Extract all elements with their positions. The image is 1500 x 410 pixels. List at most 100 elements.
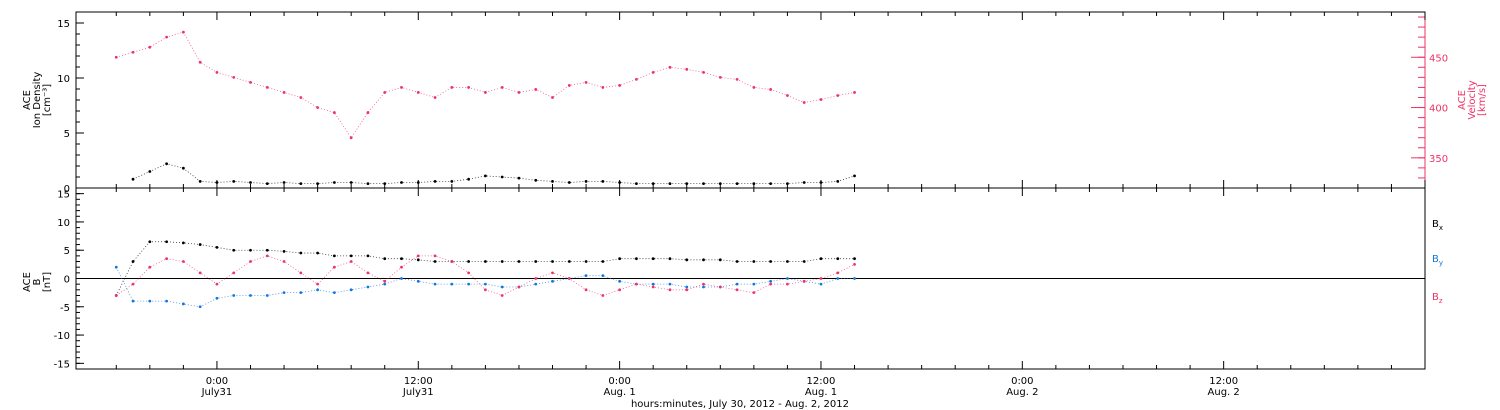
x-tick-label-day: Aug. 2	[1006, 387, 1038, 398]
bz-point	[685, 288, 689, 292]
velocity-point	[400, 86, 403, 89]
bx-point	[232, 248, 236, 252]
density-series	[131, 162, 856, 186]
bx-point	[618, 257, 622, 261]
density-point	[702, 182, 705, 186]
by-point	[534, 282, 538, 286]
by-point	[249, 294, 252, 297]
x-tick-label-time: 0:00	[608, 376, 630, 387]
velocity-point	[483, 91, 487, 94]
bx-point	[467, 260, 471, 263]
density-point	[400, 181, 403, 184]
by-point	[584, 274, 588, 278]
velocity-point	[668, 65, 672, 69]
velocity-point	[618, 84, 622, 87]
density-point	[735, 182, 739, 186]
legend-bz-sub: z	[1439, 297, 1443, 305]
bz-point	[433, 254, 437, 258]
bz-trace	[116, 255, 855, 296]
bx-point	[299, 251, 303, 255]
bx-point	[702, 258, 705, 262]
x-tick-label-day: July31	[402, 387, 434, 398]
x-tick-label-time: 12:00	[1209, 376, 1238, 387]
velocity-point	[265, 86, 269, 89]
top-ylabel-right: ACE Velocity [km/s]	[1457, 80, 1488, 119]
bx-series	[114, 240, 856, 297]
velocity-series	[114, 30, 856, 140]
x-tick-label-time: 12:00	[807, 376, 836, 387]
top-ylabel-left-line3: [cm⁻³]	[42, 84, 53, 116]
density-point	[534, 178, 538, 182]
density-point	[316, 182, 320, 186]
legend-bx: Bx	[1432, 219, 1443, 232]
by-point	[332, 291, 336, 295]
by-point	[165, 299, 169, 303]
bz-point	[702, 282, 705, 286]
bottom-panel: -15 -10 -5 0 5 10 15	[54, 187, 1426, 370]
by-point	[685, 285, 689, 289]
bz-point	[316, 282, 320, 286]
density-point	[383, 182, 387, 186]
velocity-point	[249, 81, 252, 84]
velocity-point	[635, 77, 638, 81]
legend-bx-label: B	[1432, 219, 1439, 230]
top-ylabel-right-line2: Velocity	[1467, 80, 1478, 119]
bx-point	[265, 248, 269, 252]
bx-point	[383, 257, 387, 261]
top-right-tick-label: 450	[1429, 53, 1448, 64]
legend-by: By	[1432, 254, 1443, 267]
top-ylabel-right-line3: [km/s]	[1477, 84, 1488, 116]
x-tick-label-day: Aug. 1	[604, 387, 636, 398]
bz-point	[752, 291, 756, 295]
by-point	[601, 274, 605, 278]
bottom-ylabel-left: ACE B [nT]	[22, 272, 53, 292]
velocity-point	[232, 75, 236, 79]
velocity-point	[702, 70, 705, 74]
by-point	[299, 291, 303, 295]
velocity-point	[819, 98, 823, 101]
bz-point	[836, 271, 840, 275]
bx-point	[400, 257, 403, 261]
bz-point	[769, 282, 773, 286]
bx-point	[802, 260, 806, 263]
bz-point	[181, 260, 185, 263]
by-point	[131, 299, 135, 303]
velocity-point	[517, 91, 521, 94]
by-point	[786, 277, 789, 280]
top-right-tick-label: 400	[1429, 104, 1448, 115]
velocity-point	[332, 111, 336, 114]
by-point	[181, 302, 185, 306]
velocity-point	[836, 94, 840, 97]
by-point	[400, 277, 403, 280]
by-point	[215, 296, 219, 300]
bx-point	[165, 240, 169, 244]
density-point	[349, 181, 353, 184]
bottom-left-tick-label: 0	[64, 275, 70, 286]
velocity-trace	[116, 31, 855, 139]
density-trace	[132, 163, 855, 185]
bottom-ylabel-left-line3: [nT]	[42, 272, 53, 292]
by-point	[483, 282, 487, 286]
bx-point	[551, 260, 554, 263]
by-point	[735, 282, 739, 286]
bottom-ylabel-left-line1: ACE	[22, 272, 33, 292]
by-point	[853, 277, 856, 280]
velocity-point	[131, 50, 135, 54]
x-tick-label-time: 12:00	[404, 376, 433, 387]
bz-point	[450, 260, 454, 263]
by-point	[416, 279, 420, 283]
legend-bz-label: B	[1432, 292, 1439, 303]
velocity-point	[500, 86, 504, 89]
by-point	[651, 282, 655, 286]
bz-point	[618, 288, 622, 292]
x-tick-label-time: 0:00	[206, 376, 228, 387]
legend-by-label: B	[1432, 254, 1439, 265]
bx-point	[483, 260, 487, 263]
top-ylabel-right-line1: ACE	[1457, 90, 1468, 110]
bottom-left-tick-label: 10	[57, 218, 70, 229]
velocity-point	[316, 106, 320, 109]
velocity-point	[601, 86, 605, 89]
by-point	[702, 285, 705, 289]
x-tick-label-day: July31	[201, 387, 233, 398]
